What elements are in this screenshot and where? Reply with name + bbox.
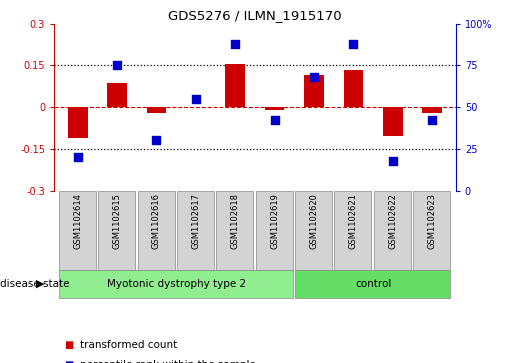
Text: GSM1102617: GSM1102617 xyxy=(192,193,200,249)
Text: GSM1102619: GSM1102619 xyxy=(270,193,279,249)
Text: disease state: disease state xyxy=(0,279,70,289)
Point xyxy=(192,96,200,102)
Bar xyxy=(59,270,293,298)
Point xyxy=(74,154,82,160)
Text: ▶: ▶ xyxy=(36,279,45,289)
Bar xyxy=(216,191,253,270)
Bar xyxy=(147,107,166,113)
Point xyxy=(389,158,397,163)
Bar xyxy=(295,270,450,298)
Bar xyxy=(344,70,363,107)
Title: GDS5276 / ILMN_1915170: GDS5276 / ILMN_1915170 xyxy=(168,9,342,23)
Text: GSM1102623: GSM1102623 xyxy=(427,193,437,249)
Bar xyxy=(383,107,403,136)
Point xyxy=(113,62,121,68)
Text: ■: ■ xyxy=(64,340,74,350)
Bar xyxy=(374,191,411,270)
Text: GSM1102621: GSM1102621 xyxy=(349,193,358,249)
Text: Myotonic dystrophy type 2: Myotonic dystrophy type 2 xyxy=(107,279,246,289)
Text: GSM1102622: GSM1102622 xyxy=(388,193,397,249)
Bar xyxy=(265,107,284,110)
Bar xyxy=(256,191,293,270)
Text: GSM1102618: GSM1102618 xyxy=(231,193,240,249)
Bar xyxy=(304,75,324,107)
Bar xyxy=(422,107,442,113)
Text: GSM1102615: GSM1102615 xyxy=(113,193,122,249)
Bar xyxy=(59,191,96,270)
Bar xyxy=(107,83,127,107)
Bar xyxy=(177,191,214,270)
Text: GSM1102614: GSM1102614 xyxy=(73,193,82,249)
Bar xyxy=(413,191,450,270)
Text: control: control xyxy=(355,279,391,289)
Point xyxy=(349,41,357,46)
Point xyxy=(310,74,318,80)
Text: transformed count: transformed count xyxy=(80,340,177,350)
Bar xyxy=(295,191,332,270)
Point xyxy=(270,118,279,123)
Text: percentile rank within the sample: percentile rank within the sample xyxy=(80,360,256,363)
Point xyxy=(428,118,436,123)
Bar xyxy=(334,191,371,270)
Point xyxy=(231,41,239,46)
Text: GSM1102620: GSM1102620 xyxy=(310,193,318,249)
Bar xyxy=(138,191,175,270)
Bar xyxy=(226,64,245,107)
Point xyxy=(152,138,161,143)
Text: GSM1102616: GSM1102616 xyxy=(152,193,161,249)
Bar xyxy=(68,107,88,138)
Text: ■: ■ xyxy=(64,360,74,363)
Bar xyxy=(98,191,135,270)
